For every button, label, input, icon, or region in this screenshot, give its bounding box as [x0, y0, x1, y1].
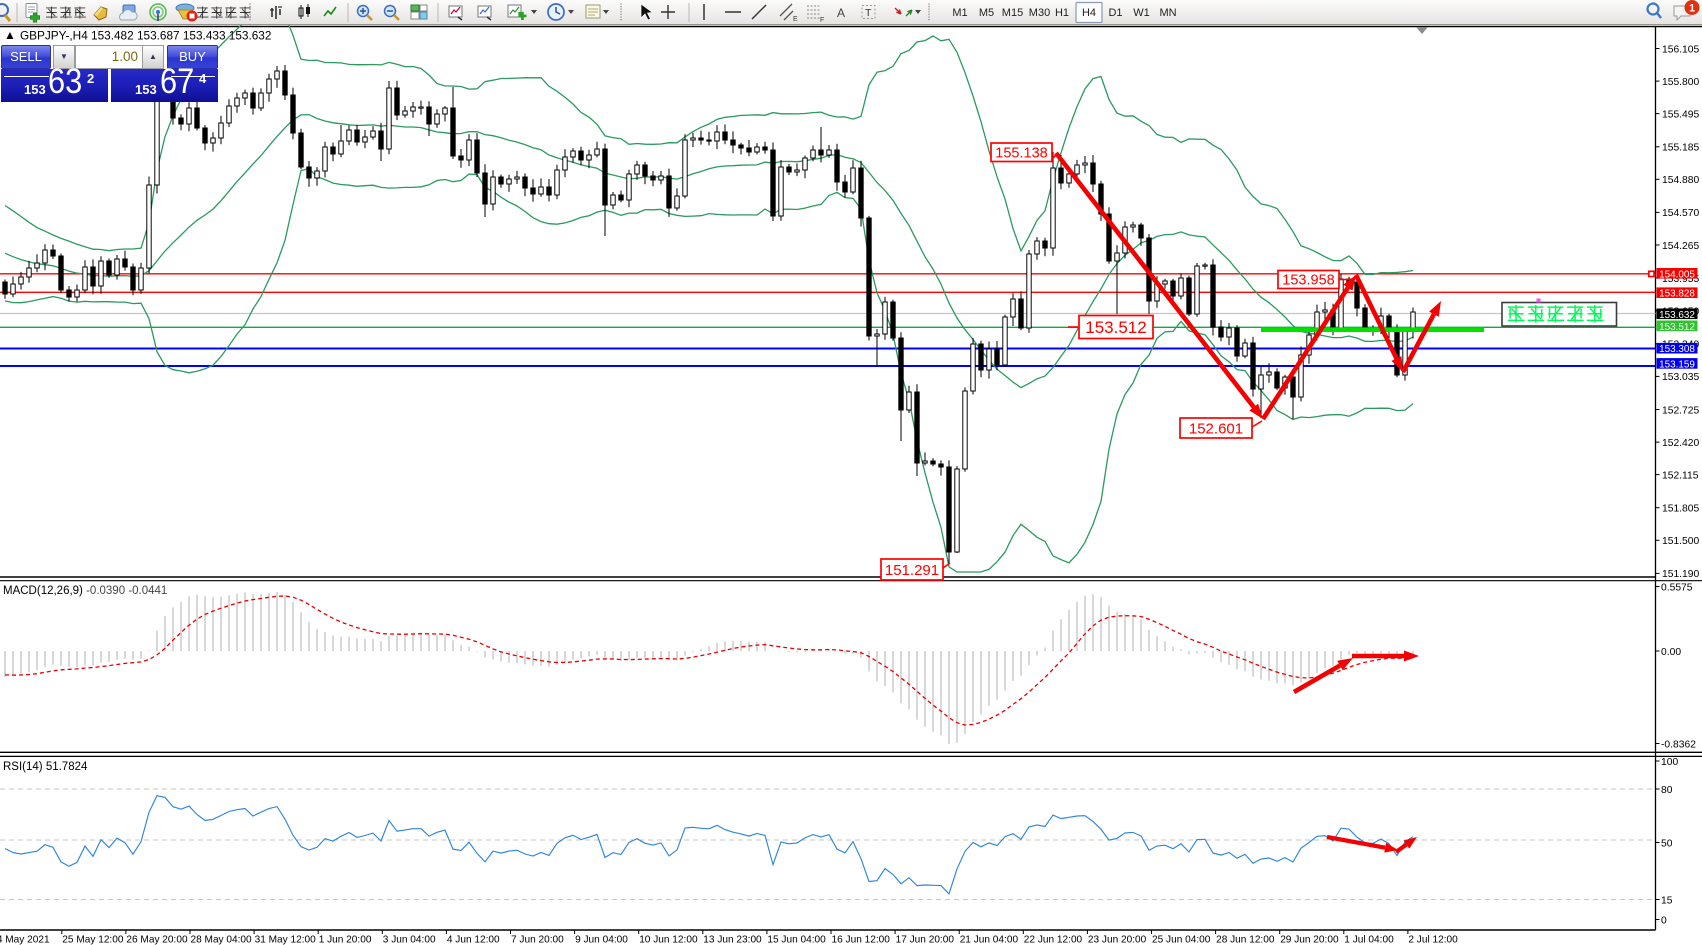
- svg-text:152.725: 152.725: [1662, 405, 1699, 416]
- svg-text:F: F: [820, 17, 824, 24]
- svg-text:3 Jun 04:00: 3 Jun 04:00: [383, 935, 436, 945]
- svg-text:100: 100: [1661, 757, 1678, 768]
- svg-text:155.185: 155.185: [1662, 143, 1699, 154]
- svg-text:154.005: 154.005: [1659, 269, 1695, 280]
- svg-text:31 May 12:00: 31 May 12:00: [255, 935, 317, 945]
- svg-text:15 Jun 04:00: 15 Jun 04:00: [767, 935, 826, 945]
- svg-text:22 Jun 12:00: 22 Jun 12:00: [1024, 935, 1083, 945]
- svg-text:80: 80: [1661, 785, 1673, 796]
- svg-text:H1: H1: [1055, 7, 1069, 19]
- svg-text:153.632: 153.632: [1659, 310, 1695, 321]
- svg-text:7 Jun 20:00: 7 Jun 20:00: [511, 935, 564, 945]
- svg-text:16 Jun 12:00: 16 Jun 12:00: [832, 935, 891, 945]
- svg-text:▲: ▲: [4, 28, 16, 42]
- svg-text:RSI(14) 51.7824: RSI(14) 51.7824: [3, 761, 88, 773]
- svg-text:A: A: [837, 6, 845, 20]
- svg-text:153.512: 153.512: [1085, 318, 1146, 337]
- svg-text:13 Jun 23:00: 13 Jun 23:00: [703, 935, 762, 945]
- svg-text:25 Jun 04:00: 25 Jun 04:00: [1152, 935, 1211, 945]
- svg-text:152.420: 152.420: [1662, 438, 1699, 449]
- svg-text:1 Jul 04:00: 1 Jul 04:00: [1344, 935, 1394, 945]
- svg-text:M1: M1: [952, 7, 967, 19]
- svg-text:26 May 20:00: 26 May 20:00: [126, 935, 188, 945]
- svg-text:153.159: 153.159: [1659, 359, 1695, 370]
- svg-text:29 Jun 20:00: 29 Jun 20:00: [1280, 935, 1339, 945]
- svg-text:MN: MN: [1159, 7, 1176, 19]
- svg-text:156.105: 156.105: [1662, 44, 1699, 55]
- svg-text:152.601: 152.601: [1189, 420, 1243, 437]
- svg-text:154.265: 154.265: [1662, 241, 1699, 252]
- svg-text:H4: H4: [1082, 7, 1096, 19]
- svg-text:D1: D1: [1108, 7, 1122, 19]
- svg-text:155.495: 155.495: [1662, 109, 1699, 120]
- svg-text:155.138: 155.138: [995, 145, 1047, 161]
- svg-text:10 Jun 12:00: 10 Jun 12:00: [639, 935, 698, 945]
- svg-text:154.570: 154.570: [1662, 208, 1699, 219]
- svg-text:151.805: 151.805: [1662, 504, 1699, 515]
- svg-text:153.512: 153.512: [1659, 322, 1695, 333]
- svg-text:151.190: 151.190: [1662, 569, 1699, 580]
- svg-text:155.800: 155.800: [1662, 77, 1699, 88]
- svg-text:1 Jun 20:00: 1 Jun 20:00: [319, 935, 372, 945]
- svg-text:T: T: [865, 7, 872, 19]
- svg-text:W1: W1: [1133, 7, 1150, 19]
- svg-text:0.5575: 0.5575: [1661, 583, 1693, 594]
- svg-text:0: 0: [1661, 916, 1667, 927]
- svg-text:153.828: 153.828: [1659, 289, 1695, 300]
- svg-text:0.00: 0.00: [1661, 647, 1681, 658]
- svg-text:23 Jun 20:00: 23 Jun 20:00: [1088, 935, 1147, 945]
- svg-text:M15: M15: [1002, 7, 1023, 19]
- svg-text:9 Jun 04:00: 9 Jun 04:00: [575, 935, 628, 945]
- svg-text:2 Jul 12:00: 2 Jul 12:00: [1408, 935, 1458, 945]
- svg-text:M5: M5: [979, 7, 994, 19]
- svg-text:1: 1: [1689, 3, 1695, 15]
- svg-text:4 Jun 12:00: 4 Jun 12:00: [447, 935, 500, 945]
- svg-text:151.500: 151.500: [1662, 536, 1699, 547]
- svg-text:28 May 04:00: 28 May 04:00: [191, 935, 253, 945]
- svg-text:28 Jun 12:00: 28 Jun 12:00: [1216, 935, 1275, 945]
- svg-text:151.291: 151.291: [885, 562, 939, 579]
- svg-text:25 May 12:00: 25 May 12:00: [62, 935, 124, 945]
- svg-text:E: E: [793, 16, 798, 23]
- svg-text:152.115: 152.115: [1662, 470, 1699, 481]
- svg-text:153.955: 153.955: [1662, 274, 1699, 285]
- svg-text:21 Jun 04:00: 21 Jun 04:00: [960, 935, 1019, 945]
- svg-text:-0.8362: -0.8362: [1661, 740, 1696, 751]
- svg-text:153.958: 153.958: [1282, 273, 1334, 289]
- svg-text:153.308: 153.308: [1659, 344, 1695, 355]
- svg-text:17 Jun 20:00: 17 Jun 20:00: [896, 935, 955, 945]
- svg-text:24 May 2021: 24 May 2021: [0, 935, 50, 945]
- svg-text:15: 15: [1661, 896, 1673, 907]
- svg-text:MACD(12,26,9) -0.0390 -0.0441: MACD(12,26,9) -0.0390 -0.0441: [3, 585, 167, 597]
- svg-text:50: 50: [1661, 839, 1673, 850]
- svg-text:M30: M30: [1029, 7, 1050, 19]
- svg-text:154.880: 154.880: [1662, 175, 1699, 186]
- svg-text:153.035: 153.035: [1662, 372, 1699, 383]
- svg-text:GBPJPY-,H4 153.482 153.687 15: GBPJPY-,H4 153.482 153.687 153.433 153.6…: [20, 29, 271, 43]
